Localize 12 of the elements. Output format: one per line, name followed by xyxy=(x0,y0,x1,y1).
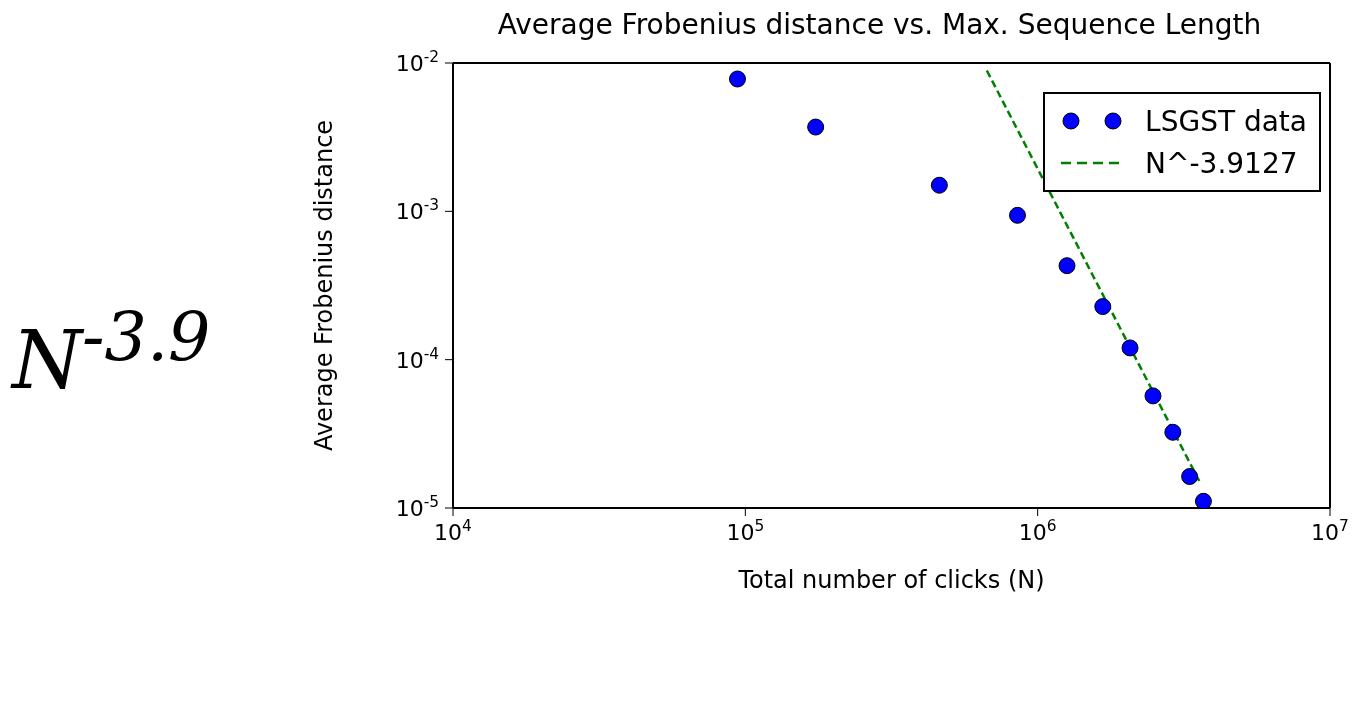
chart-title: Average Frobenius distance vs. Max. Sequence Length xyxy=(496,8,1263,43)
y-tick-label: 10$^{-3}$ xyxy=(395,196,439,225)
legend-label: N^-3.9127 xyxy=(1145,146,1298,180)
text: N$^{-3.9}$ xyxy=(12,298,211,407)
x-tick-label: 10$^{7}$ xyxy=(1311,517,1349,545)
y-axis-title: Average Frobenius distance xyxy=(309,119,338,452)
x-axis-title: Total number of clicks (N) xyxy=(737,566,1045,594)
y-tick-label: 10$^{-2}$ xyxy=(395,48,439,76)
x-tick-label: 10$^{5}$ xyxy=(726,517,765,545)
x-tick-label: 10$^{6}$ xyxy=(1018,517,1057,545)
legend-label: LSGST data xyxy=(1145,104,1307,138)
y-tick-label: 10$^{-4}$ xyxy=(395,344,439,373)
